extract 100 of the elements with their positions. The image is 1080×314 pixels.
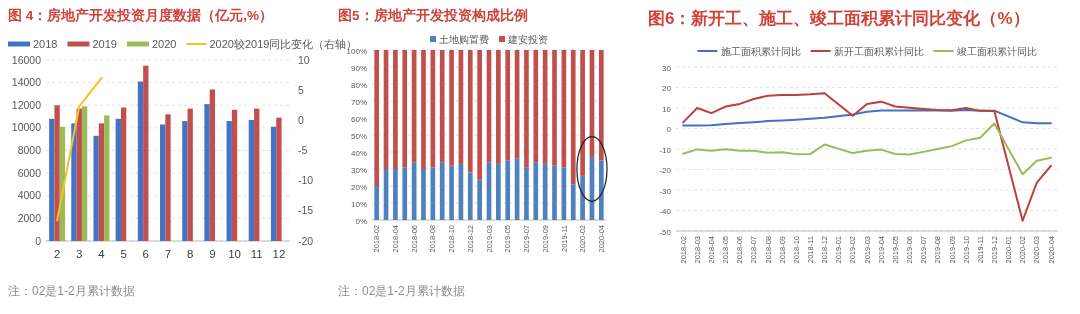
bar xyxy=(115,118,121,241)
y-tick-label: 10 xyxy=(662,104,672,114)
bar xyxy=(439,50,445,163)
bar xyxy=(209,89,216,241)
bar xyxy=(552,50,557,166)
bar xyxy=(393,50,398,169)
x-tick-label: 10 xyxy=(228,248,241,260)
bar xyxy=(542,163,548,220)
y-tick-label: 4000 xyxy=(17,189,42,202)
y2-tick-label: -10 xyxy=(298,174,314,187)
y-tick-label: -50 xyxy=(659,227,672,237)
bar xyxy=(524,167,529,220)
x-tick-label: 7 xyxy=(164,248,172,260)
y2-tick-label: 5 xyxy=(298,83,304,96)
bar xyxy=(505,50,511,161)
y-tick-label: 8000 xyxy=(17,144,42,156)
y-tick-label: 10% xyxy=(350,199,367,209)
y-tick-label: 6000 xyxy=(17,166,42,179)
bar xyxy=(270,126,277,241)
legend-label: 土地购置费 xyxy=(439,33,489,45)
bar xyxy=(374,186,380,220)
bar xyxy=(187,108,193,241)
bar xyxy=(477,50,482,180)
bar xyxy=(496,163,501,220)
text: 注：02是1-2月累计数据 xyxy=(8,284,135,298)
bar xyxy=(570,50,576,185)
x-tick-label: 11 xyxy=(250,248,263,260)
bar xyxy=(93,135,99,241)
y2-tick-label: -20 xyxy=(298,234,314,247)
y-tick-label: 20 xyxy=(662,84,672,93)
bar xyxy=(598,160,604,220)
bar xyxy=(165,114,171,241)
y-tick-label: 14000 xyxy=(11,76,42,89)
legend-label: 2020 xyxy=(151,37,177,50)
x-tick-label: 6 xyxy=(142,248,150,260)
x-tick-label: 8 xyxy=(186,248,194,260)
y2-tick-label: 0 xyxy=(298,113,304,126)
bar xyxy=(182,121,188,241)
y-tick-label: -10 xyxy=(659,145,672,155)
chart-title: 图5：房地产开发投资构成比例 xyxy=(338,7,528,23)
bar xyxy=(580,50,585,176)
bar xyxy=(505,160,511,220)
bar xyxy=(160,124,166,241)
bar xyxy=(71,123,77,241)
bar xyxy=(533,50,539,163)
x-tick-label: 4 xyxy=(98,248,106,260)
bar xyxy=(254,108,260,241)
x-tick-label: 9 xyxy=(209,248,216,260)
bar xyxy=(542,50,548,164)
line-series xyxy=(682,122,1052,176)
chart-title: 图 4：房地产开发投资月度数据（亿元,%） xyxy=(8,7,274,23)
legend-label: 2019 xyxy=(92,37,117,50)
y-tick-label: 2000 xyxy=(17,211,42,224)
bar xyxy=(402,50,408,168)
legend-label: 新开工面积累计同比 xyxy=(833,45,924,57)
bar xyxy=(402,167,408,220)
y-tick-label: 40% xyxy=(350,148,367,158)
y-tick-label: -30 xyxy=(659,186,672,196)
bar xyxy=(477,179,482,220)
y-tick-label: 0% xyxy=(355,216,367,226)
x-tick-label: 12 xyxy=(272,248,286,260)
y-tick-label: 50% xyxy=(350,131,367,141)
bar xyxy=(552,165,557,220)
bar xyxy=(81,106,88,241)
bar xyxy=(137,81,144,241)
bar xyxy=(439,162,445,220)
y-tick-label: 60% xyxy=(350,114,367,124)
text: 注：02是1-2月累计数据 xyxy=(338,284,465,298)
bar xyxy=(276,117,282,241)
chart-title: 图6：新开工、施工、竣工面积累计同比变化（%） xyxy=(648,9,1030,28)
bar xyxy=(467,50,473,173)
bar xyxy=(449,50,454,166)
y-tick-label: 0 xyxy=(666,125,672,134)
y-tick-label: 70% xyxy=(350,97,367,107)
legend-label: 竣工面积累计同比 xyxy=(956,45,1037,57)
bar xyxy=(54,105,60,241)
legend-label: 2018 xyxy=(33,37,58,50)
bar xyxy=(98,123,105,241)
legend-label: 施工面积累计同比 xyxy=(720,45,801,57)
bar xyxy=(496,50,501,164)
bar xyxy=(533,162,539,220)
y2-tick-label: -15 xyxy=(298,204,314,217)
bar xyxy=(570,184,576,220)
bar xyxy=(421,169,426,220)
y-tick-label: 30% xyxy=(350,165,367,175)
y-tick-label: -20 xyxy=(659,166,672,175)
bar xyxy=(598,50,604,161)
y-tick-label: 20% xyxy=(350,182,367,192)
bar xyxy=(467,172,473,220)
y2-tick-label: 10 xyxy=(298,53,310,66)
bar xyxy=(524,50,529,168)
x-tick-label: 5 xyxy=(120,248,127,260)
y-tick-label: 10000 xyxy=(11,121,42,134)
y2-tick-label: -5 xyxy=(298,144,308,156)
legend-label: 2020较2019同比变化（右轴） xyxy=(209,37,358,50)
y-tick-label: 90% xyxy=(350,63,367,73)
bar xyxy=(449,165,454,220)
y-tick-label: 80% xyxy=(350,80,367,90)
y-tick-label: 12000 xyxy=(11,98,42,111)
legend-label: 建安投资 xyxy=(507,33,548,45)
